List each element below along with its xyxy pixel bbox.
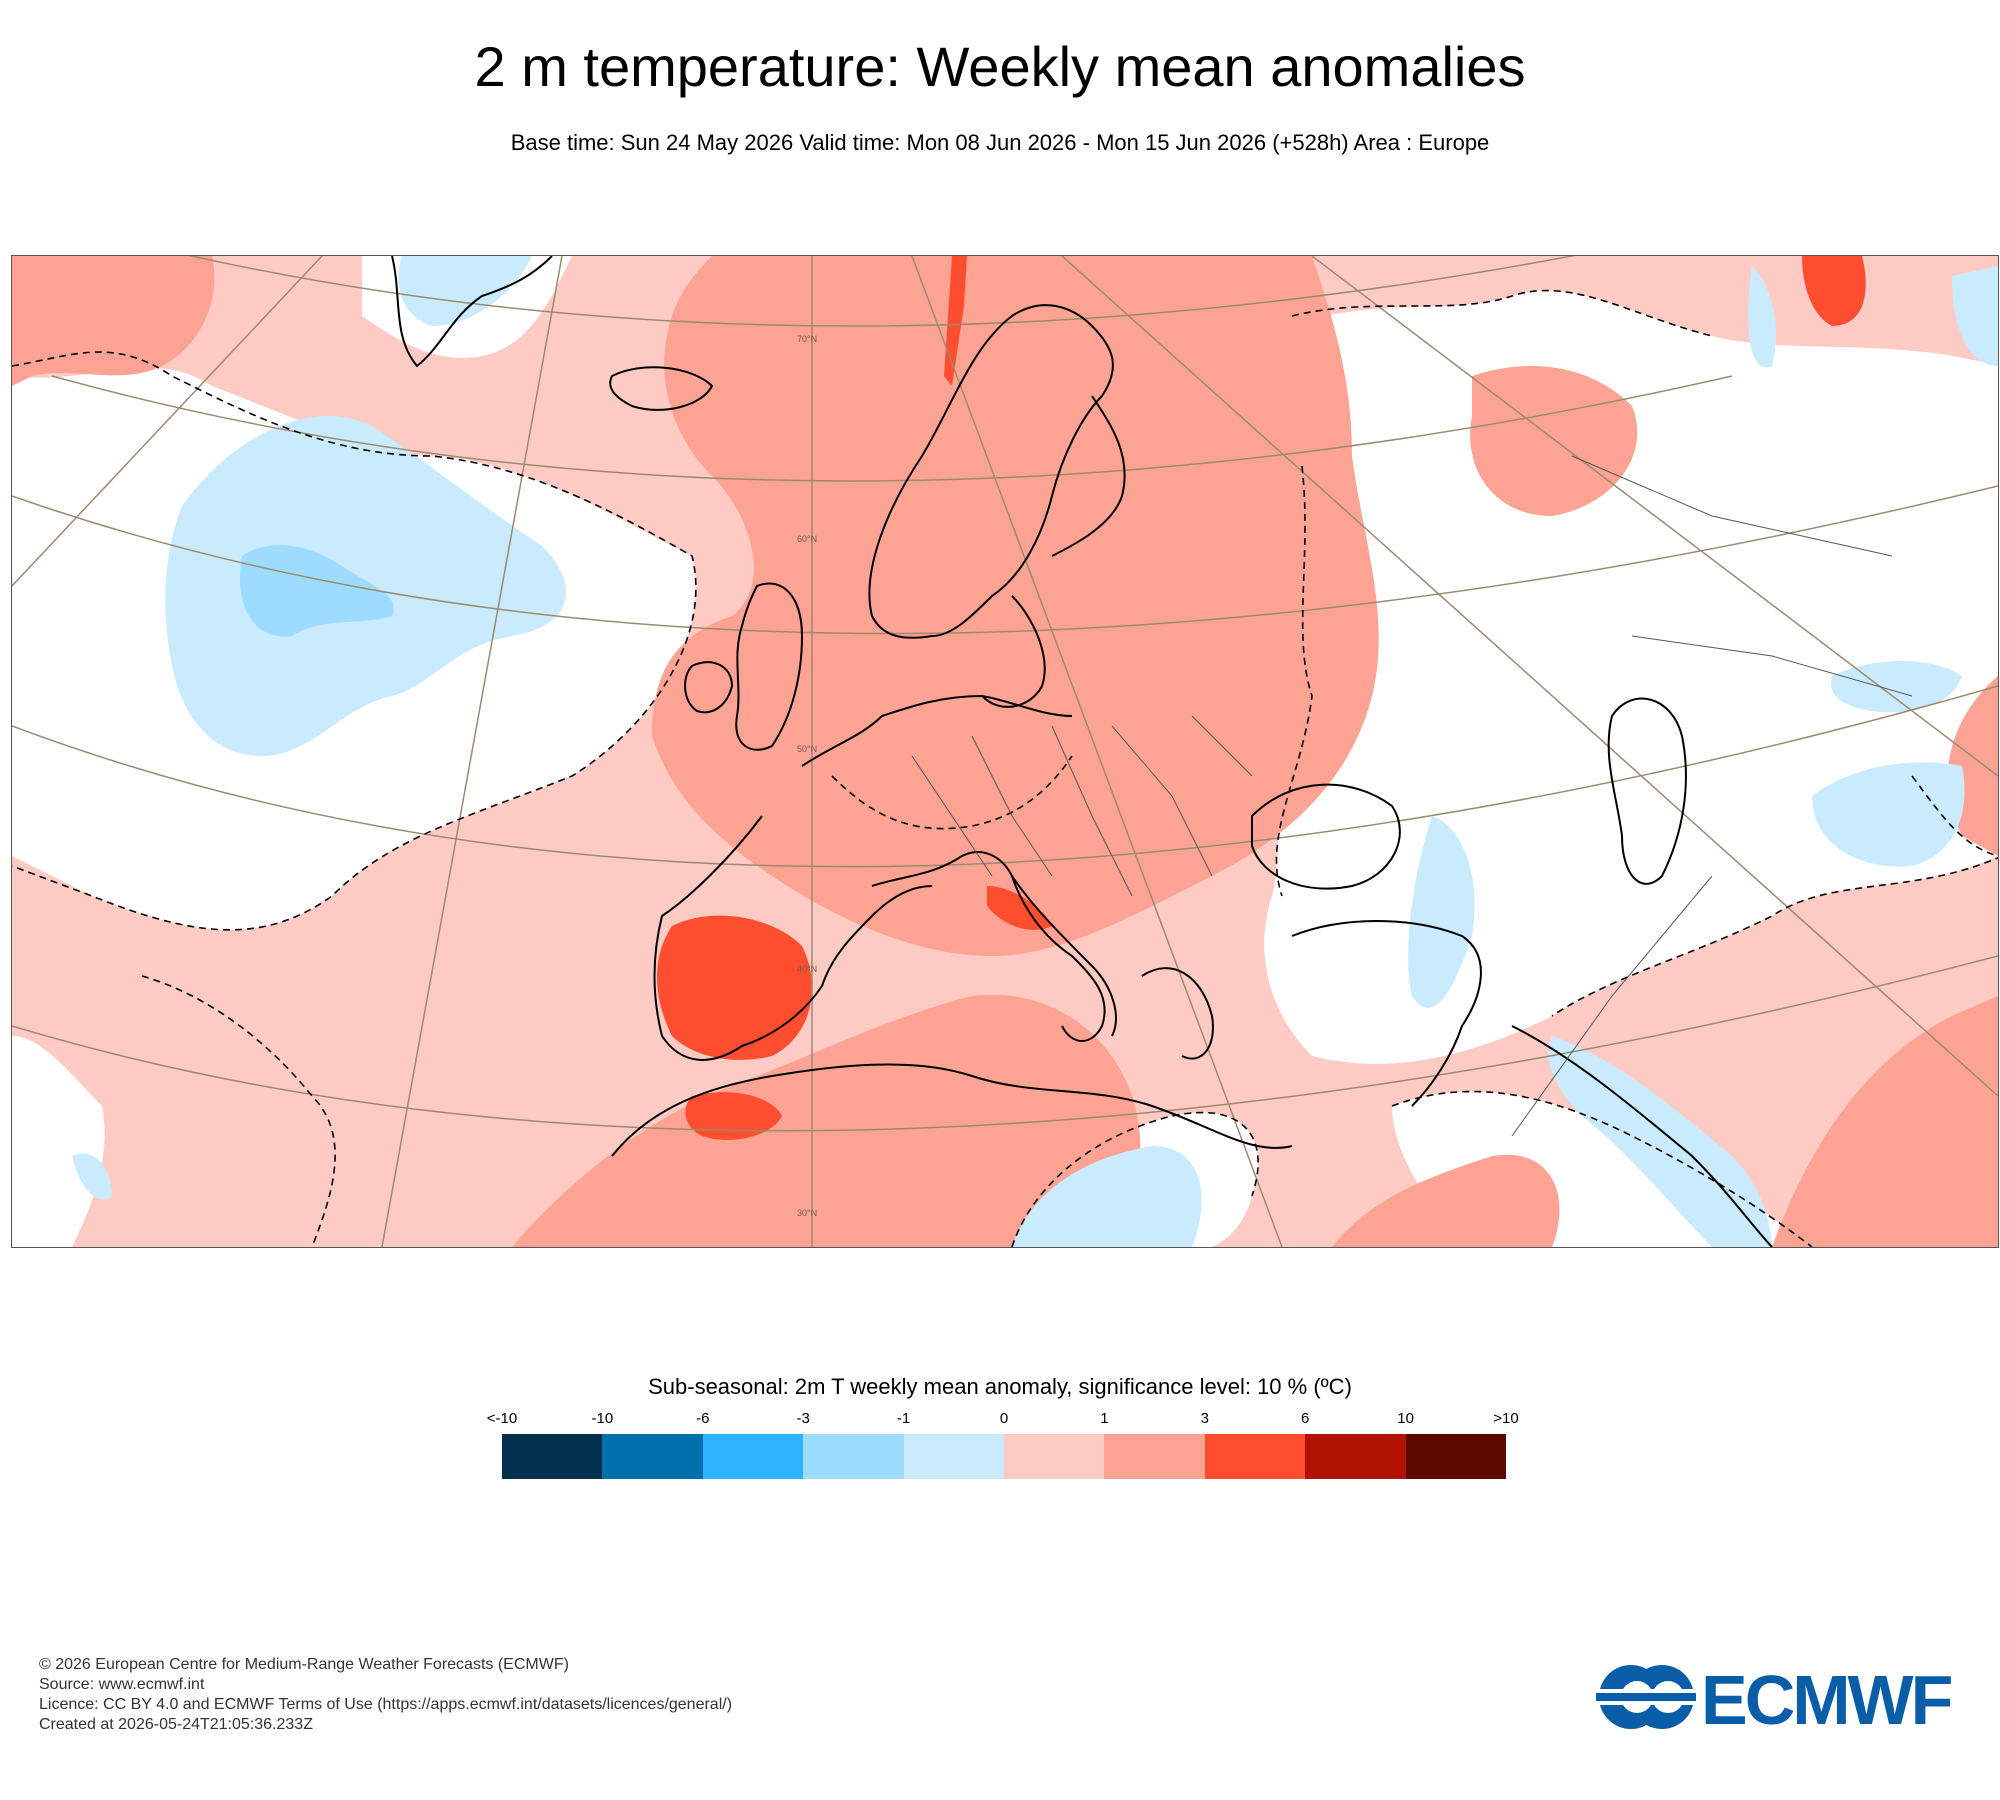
footer: © 2026 European Centre for Medium-Range … <box>39 1655 732 1735</box>
legend-tick-label: 10 <box>1397 1410 1414 1427</box>
country-borders <box>911 455 1913 1137</box>
cold-anomaly-regions <box>72 256 1998 1247</box>
lat-label-30: 30°N <box>797 1208 817 1218</box>
legend-swatch <box>903 1434 1005 1479</box>
graticule <box>12 256 1998 1247</box>
legend-tick-label: -10 <box>591 1410 614 1427</box>
ecmwf-logo-text: ECMWF <box>1701 1662 1952 1732</box>
anomaly-map: 70°N 60°N 50°N 40°N 30°N <box>11 255 1999 1248</box>
legend-tick-label: -3 <box>796 1410 810 1427</box>
legend-tick-label: -1 <box>896 1410 911 1427</box>
footer-source: Source: www.ecmwf.int <box>39 1676 205 1693</box>
lat-label-40: 40°N <box>797 964 817 974</box>
legend-tick-label: 6 <box>1301 1410 1310 1427</box>
latitude-labels: 70°N 60°N 50°N 40°N 30°N <box>797 334 817 1218</box>
legend-swatch <box>1004 1434 1105 1479</box>
coastlines <box>391 256 1773 1247</box>
lat-label-60: 60°N <box>797 534 817 544</box>
legend-swatch <box>803 1434 904 1479</box>
legend-swatch <box>1305 1434 1406 1479</box>
legend-swatch <box>502 1434 603 1479</box>
legend-tick-label: 0 <box>999 1410 1009 1427</box>
moderate-cold-anomaly <box>240 545 394 637</box>
ecmwf-logo: ECMWF <box>1596 1661 1968 1739</box>
legend-ticks: <-10 -10 -6 -3 -1 0 1 3 6 10 >10 <box>487 1410 1519 1430</box>
footer-copyright: © 2026 European Centre for Medium-Range … <box>39 1656 569 1673</box>
legend-tick-label: 3 <box>1200 1410 1209 1427</box>
footer-licence: Licence: CC BY 4.0 and ECMWF Terms of Us… <box>39 1696 733 1713</box>
legend-swatch <box>702 1434 804 1479</box>
legend-tick-label: >10 <box>1493 1410 1519 1427</box>
ecmwf-emblem-icon <box>1596 1665 1696 1729</box>
footer-created: Created at 2026-05-24T21:05:36.233Z <box>39 1716 313 1733</box>
significance-contours <box>12 289 1998 1247</box>
legend-tick-label: 1 <box>1100 1410 1109 1427</box>
legend-tick-label: <-10 <box>486 1410 518 1427</box>
legend-swatch <box>1104 1434 1205 1479</box>
legend-swatch <box>602 1434 703 1479</box>
legend-tick-label: -6 <box>696 1410 710 1427</box>
warm-anomaly-regions <box>12 256 1998 1247</box>
legend-title: Sub-seasonal: 2m T weekly mean anomaly, … <box>648 1374 1352 1399</box>
page-subtitle: Base time: Sun 24 May 2026 Valid time: M… <box>510 130 1490 155</box>
lat-label-50: 50°N <box>797 744 817 754</box>
page-title: 2 m temperature: Weekly mean anomalies <box>474 35 1526 98</box>
legend-colorbar <box>502 1434 1507 1479</box>
lat-label-70: 70°N <box>797 334 817 344</box>
strong-warm-anomaly-regions <box>657 256 1866 1140</box>
legend-swatch <box>1204 1434 1306 1479</box>
legend-swatch <box>1405 1434 1507 1479</box>
